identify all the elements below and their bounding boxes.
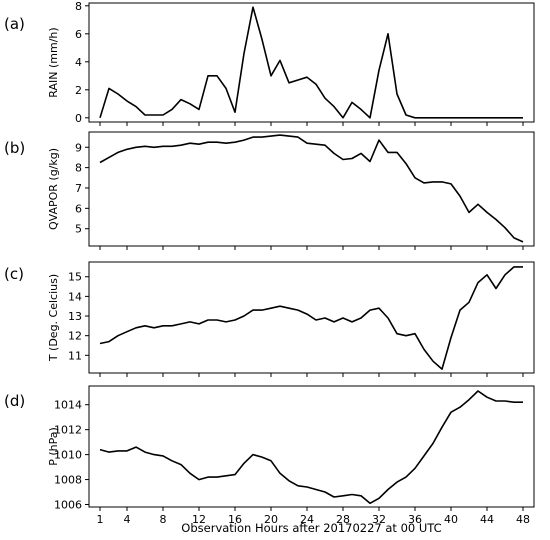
panel-a-y-tick-label: 8: [75, 0, 82, 13]
x-tick-label: 4: [124, 513, 131, 526]
panel-a-ylabel: RAIN (mm/h): [47, 27, 60, 97]
panel-b-y-tick-label: 9: [75, 141, 82, 154]
panel-c-y-tick-label: 14: [68, 290, 82, 303]
x-tick-label: 24: [300, 513, 314, 526]
panel-d-axes-frame: [88, 385, 535, 508]
x-tick-label: 40: [444, 513, 458, 526]
panel-c-ylabel: T (Deg. Celcius): [47, 274, 60, 362]
x-tick-label: 44: [480, 513, 494, 526]
panel-c-y-tick-label: 11: [68, 349, 82, 362]
x-tick-label: 12: [192, 513, 206, 526]
panel-d-label: (d): [4, 392, 25, 410]
panel-d-y-tick-label: 1006: [54, 499, 82, 512]
panel-d-y-tick-label: 1008: [54, 474, 82, 487]
panel-c-axes-frame: [88, 261, 535, 374]
panel-b-y-tick-label: 7: [75, 182, 82, 195]
panel-a-series-line: [99, 6, 523, 119]
panel-d-y-tick-label: 1014: [54, 399, 82, 412]
x-tick-label: 16: [228, 513, 242, 526]
panel-b-ylabel: QVAPOR (g/kg): [47, 148, 60, 230]
x-tick-label: 32: [372, 513, 386, 526]
x-tick-label: 48: [516, 513, 530, 526]
panel-b-y-tick-label: 6: [75, 202, 82, 215]
x-tick-label: 36: [408, 513, 422, 526]
panel-a-y-tick-label: 2: [75, 84, 82, 97]
panel-b-axes-frame: [88, 131, 535, 247]
panel-b-series-line: [99, 134, 524, 243]
panel-a-y-tick-label: 0: [75, 112, 82, 125]
panel-d-series-line: [99, 390, 523, 505]
panel-d-ylabel: P (hPa): [47, 427, 60, 466]
panel-d-y-tick-label: 1010: [54, 449, 82, 462]
panel-b-y-tick-label: 8: [75, 162, 82, 175]
x-axis-label: Observation Hours after 20170227 at 00 U…: [181, 521, 441, 535]
panel-c-label: (c): [4, 265, 24, 283]
x-tick-label: 8: [160, 513, 167, 526]
x-tick-label: 20: [264, 513, 278, 526]
panel-a-label: (a): [4, 15, 25, 33]
panel-a-axes-frame: [88, 2, 535, 123]
panel-c-y-tick-label: 12: [68, 330, 82, 343]
panel-d-y-tick-label: 1012: [54, 424, 82, 437]
panel-b-label: (b): [4, 139, 25, 157]
panel-c-y-tick-label: 13: [68, 310, 82, 323]
panel-c-series-line: [99, 266, 523, 370]
x-tick-label: 28: [336, 513, 350, 526]
panel-c-y-tick-label: 15: [68, 271, 82, 284]
x-tick-label: 1: [97, 513, 104, 526]
panel-b-y-tick-label: 5: [75, 223, 82, 236]
panel-a-y-tick-label: 6: [75, 28, 82, 41]
panel-a-y-tick-label: 4: [75, 56, 82, 69]
